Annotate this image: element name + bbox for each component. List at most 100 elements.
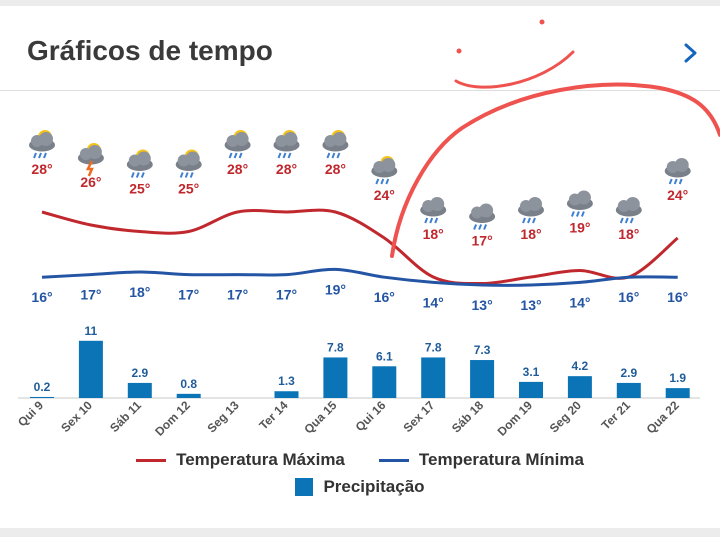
- cloud-shape: [332, 132, 347, 146]
- min-temp-label: 17°: [276, 287, 297, 303]
- precip-value-label: 7.8: [425, 340, 442, 354]
- rain-drop: [385, 178, 390, 185]
- min-temp-label: 14°: [423, 294, 444, 310]
- max-temp-label: 28°: [227, 161, 248, 177]
- rain-drop: [527, 217, 531, 224]
- legend-max: Temperatura Máxima: [136, 450, 345, 470]
- precip-bar: [519, 381, 543, 398]
- legend-precip-swatch: [295, 478, 314, 496]
- precip-value-label: 1.3: [278, 374, 295, 388]
- rain-drop: [673, 178, 678, 185]
- rain-icon: [469, 203, 496, 230]
- min-temp-label: 16°: [374, 289, 395, 305]
- max-temp-label: 25°: [129, 181, 150, 197]
- precip-bar: [470, 360, 495, 398]
- cloud-shape: [625, 197, 640, 211]
- x-tick-label: Seg 20: [547, 398, 584, 435]
- precip-bar: [567, 376, 592, 398]
- x-tick-label: Qui 16: [353, 398, 389, 434]
- min-temp-label: 17°: [80, 287, 101, 303]
- annotation-dot: [456, 48, 462, 54]
- precip-value-label: 7.3: [474, 343, 491, 357]
- min-temp-label: 13°: [520, 297, 541, 313]
- cloud-shape: [479, 203, 494, 218]
- x-tick-label: Dom 19: [495, 398, 536, 439]
- x-tick-label: Sex 17: [401, 398, 438, 435]
- annotation-stroke: [454, 50, 575, 89]
- cloud-shape: [136, 151, 151, 166]
- cloud-shape: [234, 132, 249, 146]
- cloud-shape: [283, 132, 298, 146]
- rain-drop: [336, 152, 341, 159]
- page-title: Gráficos de tempo: [27, 35, 273, 66]
- cloud-shape: [39, 132, 53, 146]
- precip-value-label: 3.1: [523, 365, 540, 379]
- x-tick-label: Qua 15: [301, 398, 339, 436]
- precip-bar: [372, 366, 397, 398]
- partly-cloudy-rain-icon: [224, 130, 251, 159]
- chevron-right-icon[interactable]: [678, 36, 704, 70]
- max-temp-label: 18°: [423, 226, 444, 242]
- cloud-shape: [674, 158, 689, 172]
- min-temp-label: 16°: [31, 289, 52, 305]
- min-temp-label: 14°: [569, 294, 590, 310]
- legend-precip: Precipitação: [0, 477, 720, 497]
- max-temp-label: 28°: [325, 161, 346, 177]
- rain-drop: [38, 152, 42, 159]
- x-tick-label: Ter 14: [256, 398, 291, 433]
- max-temp-label: 24°: [667, 187, 688, 203]
- rain-drop: [277, 152, 282, 159]
- cloud-shape: [430, 197, 445, 211]
- cloud-shape: [381, 158, 396, 172]
- precip-bar: [127, 382, 152, 398]
- weather-chart-card: Gráficos de tempo: [0, 6, 720, 528]
- x-tick-label: Ter 21: [599, 398, 634, 433]
- precip-value-label: 4.2: [572, 359, 589, 373]
- precip-value-label: 6.1: [376, 349, 393, 363]
- rain-drop: [140, 172, 145, 178]
- bolt-shape: [85, 160, 94, 177]
- rain-drop: [575, 211, 580, 217]
- x-tick-label: Sáb 18: [449, 398, 486, 435]
- rain-drop: [331, 152, 336, 159]
- precip-bar: [323, 357, 348, 398]
- precip-bar: [30, 396, 54, 398]
- x-tick-label: Sáb 11: [107, 398, 144, 435]
- rain-drop: [522, 217, 526, 224]
- rain-drop: [179, 172, 184, 178]
- precip-value-label: 2.9: [620, 366, 637, 380]
- rain-drop: [135, 172, 140, 178]
- rain-drop: [619, 217, 624, 224]
- rain-icon: [615, 197, 642, 224]
- rain-icon: [420, 197, 447, 224]
- rain-drop: [326, 152, 331, 159]
- rain-drop: [580, 211, 585, 217]
- rain-icon: [566, 190, 593, 217]
- rain-drop: [532, 217, 536, 224]
- partly-cloudy-rain-icon: [175, 149, 202, 178]
- rain-drop: [478, 224, 483, 230]
- partly-cloudy-rain-icon: [273, 130, 300, 159]
- annotation-dot: [539, 19, 545, 25]
- rain-drop: [184, 172, 189, 178]
- annotation-stroke: [390, 82, 720, 258]
- rain-drop: [233, 152, 238, 159]
- rain-drop: [380, 178, 385, 185]
- max-temp-label: 26°: [80, 174, 101, 190]
- x-tick-label: Seg 13: [204, 398, 241, 435]
- precip-bar: [274, 391, 299, 398]
- partly-cloudy-rain-icon: [371, 156, 398, 185]
- precip-value-label: 0.2: [34, 380, 51, 394]
- precip-bar: [421, 357, 446, 398]
- rain-icon: [664, 158, 691, 185]
- max-temp-line: [41, 208, 679, 286]
- precip-bar: [665, 388, 690, 398]
- precip-bar: [78, 340, 103, 398]
- x-tick-label: Sex 10: [58, 398, 95, 435]
- rain-drop: [668, 178, 673, 185]
- cloud-shape: [528, 197, 542, 211]
- legend-min-swatch: [378, 458, 409, 462]
- cloud-shape: [185, 151, 200, 166]
- min-temp-label: 17°: [178, 287, 199, 303]
